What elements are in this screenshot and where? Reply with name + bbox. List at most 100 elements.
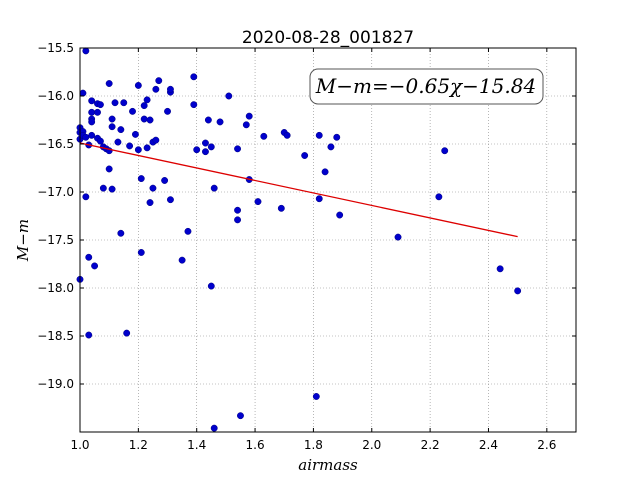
data-point [82,133,90,141]
x-tick-label: 1.6 [246,438,265,452]
data-point [496,265,504,273]
data-point [234,216,242,224]
data-point [283,131,291,139]
data-point [96,137,104,145]
fit-annotation: M−m=−0.65χ−15.84 [309,68,544,105]
annotation-box [309,68,544,105]
data-point [134,81,142,89]
x-tick-label: 1.2 [129,438,148,452]
data-point [234,206,242,214]
data-point [210,424,218,432]
data-point [210,184,218,192]
data-point [321,168,329,176]
data-point [155,77,163,85]
data-point [207,143,215,151]
data-point [315,195,323,203]
data-point [178,256,186,264]
data-point [260,132,268,140]
data-point [202,139,209,147]
data-point [88,118,96,126]
data-point [143,96,151,104]
data-point [312,393,320,400]
data-point [207,282,215,290]
data-point [190,73,198,81]
data-point [245,112,253,120]
data-point [143,144,151,152]
y-tick-label: −17.5 [37,233,74,247]
data-point [242,121,250,129]
data-point [161,177,169,184]
data-point [315,131,323,139]
data-point [435,193,443,201]
data-point [216,118,224,126]
data-point [149,184,157,192]
y-tick-label: −17.0 [37,185,74,199]
fit-line-group [79,142,518,238]
data-point [333,133,341,141]
data-point [131,130,139,138]
data-point [152,136,160,144]
x-tick-label: 1.4 [187,438,206,452]
x-tick-label: 2.6 [537,438,556,452]
data-point [108,185,116,193]
data-point [336,211,344,219]
axis-ticks: 1.0 1.2 1.4 1.6 1.8 2.0 2.2 2.4 2.6 −15.5 −16.0 −16… [37,41,576,452]
data-point [117,126,125,134]
data-point [166,196,174,204]
data-point [82,47,90,55]
data-point [202,148,209,156]
y-axis-label: M−m [14,219,32,262]
data-point [166,85,174,93]
data-point [327,143,335,151]
data-point [108,115,116,123]
data-point [237,412,244,420]
data-point [140,115,148,123]
data-point [129,107,136,115]
data-point [277,204,285,212]
data-point [91,262,99,270]
fit-line [79,142,518,238]
data-point [108,123,116,131]
data-point [79,89,87,97]
data-point [137,175,145,183]
data-point [164,107,171,115]
x-tick-label: 1.0 [70,438,89,452]
data-point [301,152,309,159]
data-point [94,108,101,116]
data-point [96,101,104,109]
data-point [105,165,113,173]
data-point [114,138,122,146]
data-point [88,131,96,139]
y-tick-label: −16.5 [37,137,74,151]
data-point [85,253,93,261]
data-point [152,85,160,93]
data-point [120,99,128,107]
data-point [441,147,449,155]
grid [80,48,576,432]
data-point [123,329,131,337]
data-points [76,47,522,432]
data-point [85,331,93,339]
y-tick-label: −15.5 [37,41,74,55]
data-point [140,102,148,110]
chart-title: 2020-08-28_001827 [242,28,414,48]
data-point [99,184,107,192]
data-point [193,146,201,154]
data-point [111,99,119,107]
data-point [394,233,402,241]
x-tick-label: 2.4 [479,438,498,452]
data-point [126,142,134,150]
x-tick-label: 2.0 [362,438,381,452]
data-point [146,116,154,124]
data-point [88,97,96,105]
data-point [204,116,212,124]
data-point [190,101,198,109]
annotation-text: M−m=−0.65χ−15.84 [315,74,536,98]
data-point [146,199,154,207]
data-point [184,227,192,235]
y-tick-label: −18.0 [37,281,74,295]
x-tick-label: 1.8 [304,438,323,452]
data-point [225,92,233,100]
y-tick-label: −19.0 [37,377,74,391]
